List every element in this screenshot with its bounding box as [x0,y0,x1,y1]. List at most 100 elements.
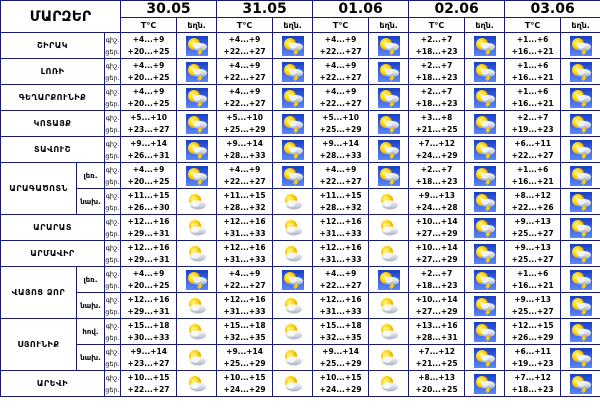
day-temp: +31...+33 [223,306,266,316]
sun-cloud-lightning-icon [185,269,208,290]
temperature-cell: +6...+11 +19...+23 [504,344,562,371]
sun-cloud-lightning-icon [473,347,496,368]
sun-cloud-lightning-icon [185,61,208,82]
temperature-cell: +12...+16 +29...+31 [120,240,178,267]
night-temp: +9...+14 [226,346,263,356]
time-of-day: գիշ. ցեր. [103,214,122,241]
temperature-cell: +4...+9 +22...+27 [312,32,370,59]
weather-cell [272,266,314,293]
weather-cell [272,84,314,111]
weather-cell [272,318,314,345]
weather-cell [560,162,600,189]
temperature-cell: +9...+13 +25...+27 [504,292,562,319]
sun-cloud-lightning-icon [473,191,496,212]
night-temp: +4...+9 [228,164,261,174]
temperature-cell: +12...+16 +31...+33 [312,214,370,241]
temperature-cell: +11...+15 +28...+32 [216,188,274,215]
day-temp: +22...+27 [223,98,266,108]
day-temp: +28...+33 [319,150,362,160]
night-temp: +9...+13 [514,242,551,252]
table-row: ԱՐՄԱՎԻՐ գիշ. ցեր. +12...+16 +29...+31 +12...+… [0,240,600,267]
sun-cloud-icon [188,375,206,391]
weather-cell [464,162,506,189]
day-temp: +27...+29 [415,254,458,264]
day-temp: +25...+29 [223,358,266,368]
weather-cell [464,188,506,215]
temperature-cell: +6...+11 +22...+27 [504,136,562,163]
sun-cloud-lightning-icon [377,139,400,160]
sun-cloud-icon [380,349,398,365]
day-temp: +22...+27 [511,150,554,160]
night-temp: +9...+14 [130,138,167,148]
region-name: ՏԱՎՈՒՇ [0,136,105,163]
sun-cloud-lightning-icon [281,165,304,186]
date-header: 31.05 [216,0,314,18]
sun-cloud-lightning-icon [185,165,208,186]
sun-cloud-lightning-icon [473,295,496,316]
day-temp: +24...+29 [223,384,266,394]
temperature-cell: +4...+9 +20...+25 [120,162,178,189]
night-temp: +6...+11 [514,346,551,356]
night-temp: +9...+14 [322,138,359,148]
night-temp: +15...+18 [223,320,266,330]
day-temp: +16...+21 [511,176,554,186]
weather-cell [464,32,506,59]
temperature-cell: +9...+13 +25...+27 [504,240,562,267]
weather-cell [464,370,506,397]
sun-cloud-icon [380,323,398,339]
day-temp: +24...+29 [415,150,458,160]
day-temp: +20...+25 [127,46,170,56]
night-temp: +11...+15 [223,190,266,200]
weather-cell [272,136,314,163]
temperature-cell: +12...+16 +29...+31 [120,292,178,319]
day-temp: +20...+25 [127,280,170,290]
night-temp: +8...+12 [514,190,551,200]
sun-cloud-icon [188,193,206,209]
sun-cloud-lightning-icon [569,321,592,342]
night-temp: +2...+7 [516,112,549,122]
night-temp: +4...+9 [132,60,165,70]
weather-cell [368,110,410,137]
day-temp: +22...+27 [319,280,362,290]
day-temp: +23...+27 [127,124,170,134]
night-temp: +12...+16 [223,294,266,304]
weather-cell [176,84,218,111]
night-temp: +5...+10 [130,112,167,122]
region-name: ԱՐԱԳԱԾՈՏՆ [0,162,77,215]
night-temp: +2...+7 [420,34,453,44]
sun-cloud-lightning-icon [473,165,496,186]
sun-cloud-icon [284,297,302,313]
sun-cloud-icon [284,375,302,391]
day-temp: +22...+27 [223,46,266,56]
temperature-cell: +10...+15 +24...+29 [216,370,274,397]
weather-cell [176,32,218,59]
night-temp: +7...+12 [418,138,455,148]
sun-cloud-lightning-icon [281,113,304,134]
night-temp: +12...+16 [127,294,170,304]
night-temp: +4...+9 [228,268,261,278]
temp-header: T°C [312,17,370,33]
weather-cell [368,318,410,345]
day-temp: +22...+27 [319,72,362,82]
temperature-cell: +10...+14 +27...+29 [408,214,466,241]
weather-cell [272,162,314,189]
day-temp: +31...+33 [223,228,266,238]
day-temp: +22...+27 [223,280,266,290]
day-temp: +25...+27 [511,228,554,238]
sun-cloud-icon [284,245,302,261]
weather-header: եղն. [176,17,218,33]
table-row: ԱՐԵՎԻ գիշ. ցեր. +10...+15 +22...+27 +10...+15… [0,370,600,397]
weather-cell [176,344,218,371]
temperature-cell: +9...+14 +28...+33 [216,136,274,163]
day-temp: +22...+27 [319,98,362,108]
region-name: ԼՈՌԻ [0,58,105,85]
temperature-cell: +2...+7 +19...+23 [504,110,562,137]
day-temp: +32...+35 [319,332,362,342]
temp-header: T°C [504,17,562,33]
sun-cloud-lightning-icon [569,61,592,82]
date-header: 03.06 [504,0,600,18]
time-of-day: գիշ. ցեր. [103,136,122,163]
sun-cloud-lightning-icon [377,35,400,56]
temperature-cell: +13...+16 +28...+31 [408,318,466,345]
sun-cloud-icon [188,323,206,339]
